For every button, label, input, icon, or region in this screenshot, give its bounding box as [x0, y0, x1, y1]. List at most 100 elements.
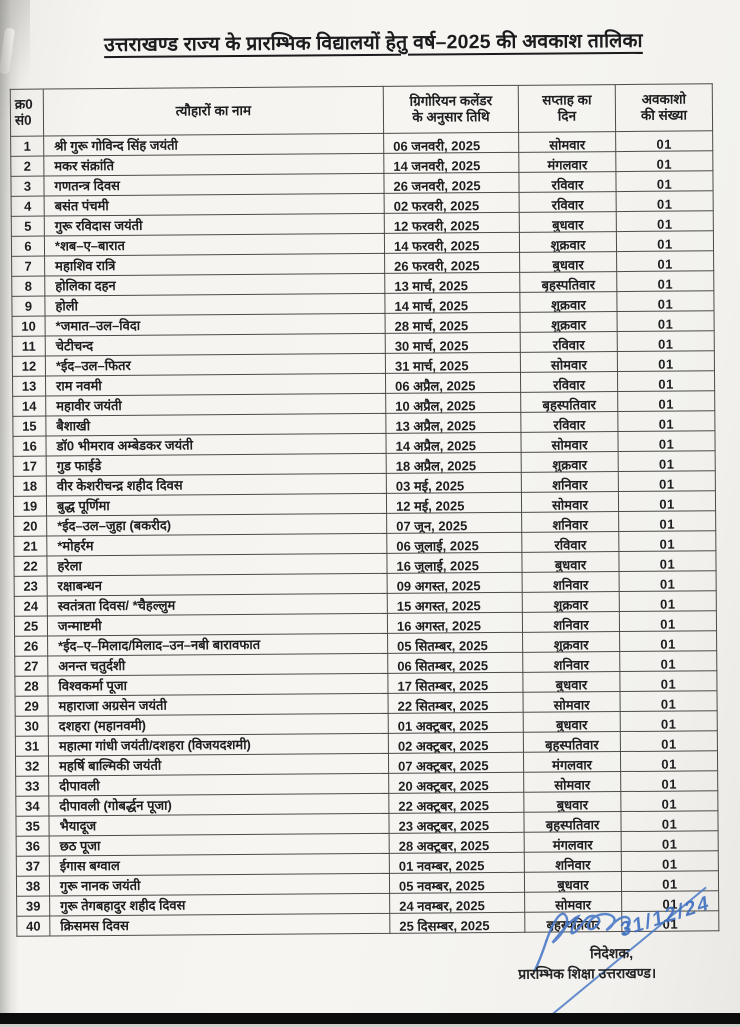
count-cell-text: 01 — [658, 376, 674, 392]
date-cell: 12 फरवरी, 2025 — [384, 212, 520, 234]
serial-cell: 24 — [14, 596, 48, 617]
count-cell-text: 01 — [657, 296, 674, 312]
serial-cell-text: 21 — [23, 538, 38, 554]
weekday-cell-text: बृहस्पतिवार — [545, 737, 599, 753]
serial-cell: 37 — [16, 856, 50, 877]
serial-cell-text: 33 — [24, 778, 40, 794]
count-cell: 01 — [619, 610, 717, 632]
weekday-cell-text: बृहस्पतिवार — [542, 397, 597, 413]
weekday-cell: शुक्रवार — [519, 231, 617, 253]
serial-cell-text: 23 — [23, 578, 38, 594]
count-cell-text: 01 — [661, 836, 678, 852]
holiday-name-cell: दशहरा (महानवमी) — [48, 713, 389, 737]
date-cell: 06 जुलाई, 2025 — [386, 532, 522, 554]
count-cell: 01 — [617, 410, 715, 432]
date-cell: 13 अप्रैल, 2025 — [385, 412, 521, 434]
count-cell-text: 01 — [660, 676, 677, 692]
holiday-name-cell: होलिका दहन — [44, 273, 385, 297]
holiday-name-cell: वीर केशरीचन्द्र शहीद दिवस — [46, 473, 387, 497]
signature-ink — [533, 886, 707, 1020]
holiday-name-cell-text: *मोहर्रम — [57, 538, 94, 554]
date-cell-text: 06 सितम्बर, 2025 — [397, 658, 489, 674]
holiday-name-cell-text: *ईद–उल–जुहा (बकरीद) — [57, 517, 172, 534]
count-cell: 01 — [618, 490, 716, 512]
count-cell: 01 — [617, 310, 715, 332]
holiday-name-cell-text: होलिका दहन — [55, 278, 116, 294]
date-cell: 07 अक्टूबर, 2025 — [388, 752, 524, 774]
count-cell-text: 01 — [659, 516, 675, 532]
holiday-name-cell: चेटीचन्द — [45, 333, 386, 357]
date-cell: 07 जून, 2025 — [386, 512, 522, 534]
holiday-name-cell: मकर संक्रांति — [43, 153, 384, 177]
weekday-cell-text: मंगलवार — [547, 157, 588, 173]
holiday-name-cell: *शब–ए–बारात — [44, 233, 385, 257]
holiday-name-cell-text: *शब–ए–बारात — [54, 237, 125, 254]
holiday-name-cell: *जमात–उल–विदा — [45, 313, 386, 337]
weekday-cell-text: मंगलवार — [552, 757, 593, 773]
holiday-name-cell-text: अनन्त चतुर्दशी — [58, 657, 126, 674]
count-cell: 01 — [618, 550, 717, 572]
date-cell-text: 23 अक्टूबर, 2025 — [398, 818, 490, 834]
serial-cell-text: 8 — [24, 278, 32, 294]
holiday-table: क्र0 सं0 त्यौहारों का नाम ग्रिगोरियन कले… — [10, 83, 720, 937]
holiday-name-cell: *ईद–उल–फितर — [45, 353, 386, 377]
weekday-cell: सोमवार — [523, 771, 621, 793]
serial-cell: 2 — [10, 156, 44, 177]
count-cell-text: 01 — [657, 256, 673, 272]
serial-cell-text: 15 — [22, 418, 37, 434]
count-cell-text: 01 — [658, 356, 674, 372]
count-cell-text: 01 — [658, 416, 675, 432]
serial-cell: 11 — [12, 336, 46, 357]
count-cell: 01 — [616, 190, 714, 212]
serial-cell-text: 11 — [21, 338, 36, 354]
holiday-name-cell-text: दीपावली — [59, 778, 100, 794]
date-cell: 26 जनवरी, 2025 — [383, 172, 520, 194]
date-cell: 06 अप्रैल, 2025 — [385, 372, 521, 394]
weekday-cell: बुधवार — [522, 671, 620, 693]
count-cell: 01 — [617, 330, 715, 352]
holiday-name-cell: दीपावली — [48, 773, 389, 797]
serial-cell-text: 35 — [25, 818, 40, 834]
serial-cell: 7 — [11, 256, 45, 277]
serial-cell: 20 — [13, 516, 47, 537]
count-cell-text: 01 — [660, 716, 677, 732]
weekday-cell: बुधवार — [519, 251, 617, 273]
serial-cell: 30 — [15, 716, 49, 737]
count-cell: 01 — [619, 670, 717, 692]
weekday-cell: सोमवार — [520, 431, 619, 453]
count-cell: 01 — [615, 150, 713, 172]
serial-cell-text: 5 — [24, 218, 32, 234]
count-cell-text: 01 — [660, 696, 677, 712]
date-cell-text: 07 जून, 2025 — [396, 518, 468, 534]
weekday-cell-text: बुधवार — [552, 257, 584, 273]
holiday-name-cell: ईगास बग्वाल — [49, 853, 390, 877]
holiday-name-cell-text: डॉ0 भीमराव अम्बेडकर जयंती — [56, 437, 193, 454]
weekday-cell-text: शनिवार — [552, 517, 588, 533]
header-date-line2: के अनुसार तिथि — [412, 109, 490, 125]
count-cell: 01 — [620, 810, 719, 832]
weekday-cell-text: शुक्रवार — [551, 317, 587, 333]
date-cell-text: 06 जनवरी, 2025 — [393, 138, 481, 154]
weekday-cell-text: बुधवार — [556, 717, 588, 733]
date-cell-text: 06 अप्रैल, 2025 — [395, 378, 476, 394]
weekday-cell-text: बुधवार — [552, 217, 584, 233]
serial-cell: 3 — [10, 176, 45, 197]
date-cell-text: 01 अक्टूबर, 2025 — [397, 718, 489, 734]
count-cell-text: 01 — [661, 796, 678, 812]
serial-cell-text: 2 — [23, 158, 32, 174]
date-cell: 14 मार्च, 2025 — [384, 292, 521, 314]
serial-cell: 35 — [15, 816, 50, 837]
count-cell-text: 01 — [657, 316, 674, 332]
count-cell: 01 — [615, 130, 713, 152]
date-cell: 14 जनवरी, 2025 — [383, 152, 519, 174]
serial-cell: 18 — [13, 476, 47, 497]
serial-cell: 10 — [12, 316, 46, 337]
count-cell-text: 01 — [656, 136, 672, 152]
weekday-cell: रविवार — [520, 331, 618, 353]
weekday-cell-text: शुक्रवार — [552, 457, 588, 473]
weekday-cell-text: बृहस्पतिवार — [545, 817, 600, 833]
date-cell-text: 22 सितम्बर, 2025 — [397, 698, 489, 714]
bottom-scan-bar — [0, 1013, 740, 1024]
count-cell-text: 01 — [657, 276, 674, 292]
holiday-name-cell-text: महाराजा अग्रसेन जयंती — [58, 697, 167, 714]
